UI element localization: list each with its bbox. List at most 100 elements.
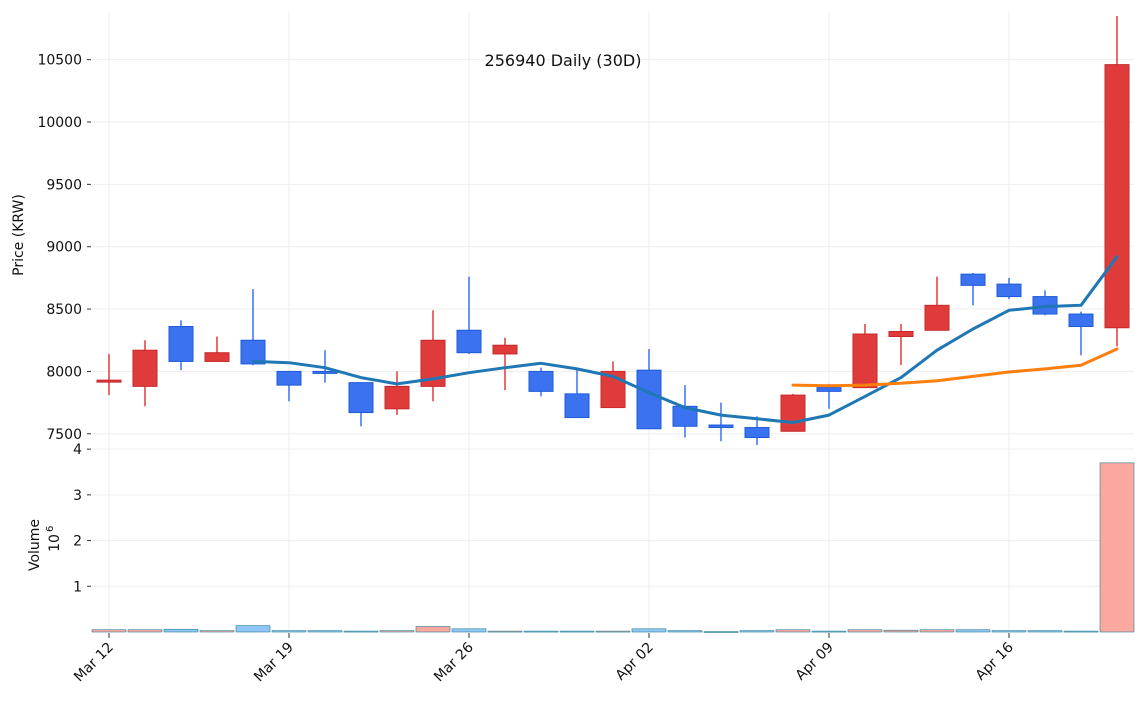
candle — [852, 324, 878, 389]
candle-body — [384, 385, 410, 410]
candle — [204, 336, 230, 362]
volume-tick-label: 1 — [73, 579, 82, 595]
candle — [1104, 16, 1130, 347]
volume-tick-label: 3 — [73, 488, 82, 504]
series-line-ma5 — [251, 255, 1119, 424]
volume-axis-title: Volume — [27, 519, 43, 571]
candle — [240, 289, 266, 366]
candle-body — [276, 370, 302, 386]
price-tick-label: 8500 — [46, 302, 82, 318]
moving-average-lines — [251, 255, 1119, 424]
candle-body — [132, 349, 158, 387]
candle — [492, 337, 518, 391]
volume-bar — [451, 628, 487, 633]
candle — [456, 276, 482, 354]
candle-body — [204, 352, 230, 362]
x-tick-label: Mar 12 — [71, 640, 117, 686]
volume-bar — [487, 630, 523, 633]
candle — [1032, 290, 1058, 316]
volume-bar — [199, 630, 235, 633]
volume-bar — [595, 630, 631, 633]
volume-bar — [271, 630, 307, 633]
candle — [96, 353, 122, 396]
volume-bar — [739, 630, 775, 633]
candles — [96, 16, 1130, 445]
volume-bar — [1027, 630, 1063, 633]
candle — [132, 340, 158, 407]
candle — [816, 383, 842, 409]
x-tick-label: Mar 26 — [431, 639, 477, 685]
volume-bar — [991, 630, 1027, 633]
series-line-ma20 — [791, 347, 1119, 388]
candle-body — [888, 331, 914, 337]
volume-bar — [235, 625, 271, 633]
volume-bar — [775, 629, 811, 633]
candle — [600, 361, 626, 409]
candle-body — [924, 304, 950, 331]
candle-body — [456, 329, 482, 354]
candle-body — [744, 427, 770, 439]
candle-body — [240, 339, 266, 365]
candle — [168, 320, 194, 371]
candle — [276, 370, 302, 402]
volume-bar — [343, 630, 379, 633]
volume-bar — [847, 629, 883, 633]
candle — [528, 367, 554, 397]
candle-body — [852, 333, 878, 389]
volume-bar — [955, 629, 991, 633]
volume-bar — [631, 628, 667, 633]
x-tick-label: Apr 16 — [973, 639, 1017, 683]
candle-body — [528, 370, 554, 392]
candle-body — [312, 370, 338, 374]
volume-bar — [127, 629, 163, 633]
candle — [708, 402, 734, 442]
price-tick-label: 7500 — [46, 427, 82, 443]
candle — [960, 272, 986, 306]
volume-multiplier: 10 6 — [45, 526, 63, 552]
price-tick-label: 9500 — [46, 177, 82, 193]
candle-body — [960, 273, 986, 286]
candle-body — [1104, 64, 1130, 329]
x-tick-label: Apr 09 — [793, 640, 837, 684]
candle — [348, 382, 374, 427]
volume-multiplier-base: 10 — [47, 534, 63, 552]
volume-bar — [415, 626, 451, 633]
volume-bar — [307, 630, 343, 633]
candle — [1068, 311, 1094, 356]
price-tick-label: 8000 — [46, 364, 82, 380]
candle — [420, 310, 446, 402]
candle — [888, 324, 914, 366]
candle — [564, 370, 590, 419]
price-axis-title: Price (KRW) — [11, 194, 27, 276]
volume-bar — [523, 630, 559, 633]
volume-bar — [1099, 462, 1135, 633]
volume-bar — [919, 629, 955, 633]
candle-body — [492, 344, 518, 355]
candle-body — [96, 379, 122, 383]
candle — [744, 416, 770, 445]
price-tick-label: 10500 — [37, 53, 82, 69]
candle-body — [816, 387, 842, 392]
candle-body — [636, 369, 662, 430]
candle-body — [708, 424, 734, 429]
volume-tick-label: 4 — [73, 442, 82, 458]
candle — [636, 348, 662, 430]
volume-bar — [1063, 630, 1099, 633]
volume-tick-label: 2 — [73, 534, 82, 550]
volume-bar — [811, 630, 847, 633]
candle — [672, 385, 698, 438]
price-tick-label: 9000 — [46, 240, 82, 256]
x-tick-label: Apr 02 — [613, 640, 657, 684]
volume-bar — [667, 630, 703, 633]
candle — [780, 393, 806, 432]
chart-title: 256940 Daily (30D) — [485, 51, 642, 70]
volume-bar — [883, 629, 919, 633]
volume-multiplier-exponent: 6 — [45, 526, 56, 532]
price-tick-label: 10000 — [37, 115, 82, 131]
volume-bar — [559, 630, 595, 633]
grid-lines — [92, 12, 1134, 632]
candle — [996, 277, 1022, 300]
volume-bar — [163, 628, 199, 633]
candle — [924, 276, 950, 331]
